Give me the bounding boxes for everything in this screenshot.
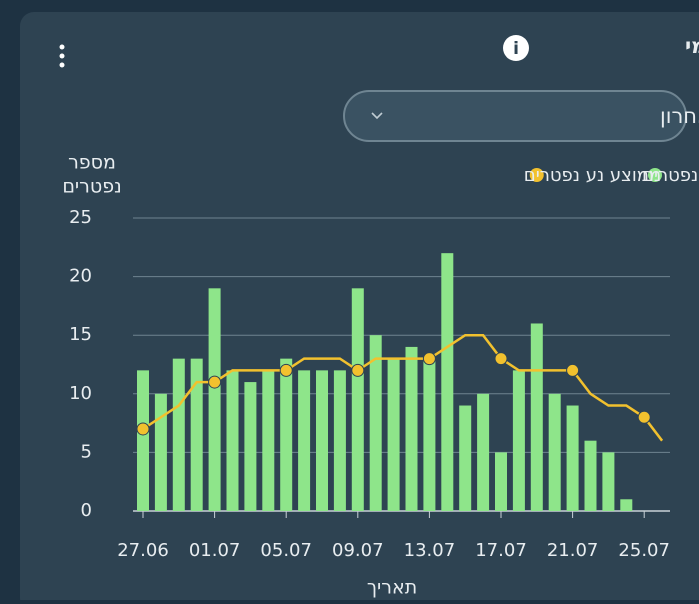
line-marker — [208, 375, 222, 389]
y-axis-label: מספר — [68, 152, 116, 174]
x-tick-label: 21.07 — [547, 540, 599, 561]
x-tick-label: 09.07 — [332, 540, 384, 561]
bar — [566, 405, 579, 511]
bar — [459, 405, 472, 511]
bar — [548, 393, 561, 511]
bar — [333, 370, 346, 511]
bar — [512, 370, 525, 511]
legend-swatch — [648, 168, 662, 182]
bar — [190, 358, 203, 511]
bar — [477, 393, 490, 511]
bar — [208, 288, 221, 511]
menu-icon[interactable] — [59, 44, 65, 68]
legend-swatch — [529, 168, 544, 182]
bar — [387, 358, 400, 511]
bar — [316, 370, 328, 511]
y-tick-label: 10 — [69, 383, 92, 404]
y-tick-label: 20 — [69, 266, 92, 287]
y-tick-label: 0 — [81, 500, 92, 521]
bar — [441, 253, 454, 511]
y-tick-label: 15 — [69, 324, 92, 345]
y-axis-label: נפטרים — [62, 176, 121, 198]
dropdown-value: חודש אחרון — [660, 104, 699, 128]
info-icon[interactable] — [503, 35, 529, 61]
bar — [262, 370, 275, 511]
info-glyph: i — [513, 39, 519, 59]
x-tick-label: 27.06 — [117, 540, 169, 561]
line-marker — [494, 352, 508, 366]
y-tick-label: 5 — [81, 441, 92, 462]
y-tick-label: 25 — [69, 207, 92, 228]
dropdown-arrow — [371, 112, 383, 120]
bar — [172, 358, 185, 511]
line-marker — [279, 363, 293, 377]
legend-label: ממוצע נע נפטרים — [524, 165, 661, 186]
x-tick-label: 01.07 — [189, 540, 241, 561]
bar — [137, 370, 149, 511]
bar — [351, 288, 364, 511]
legend-label: נפטרים — [642, 165, 698, 186]
x-tick-label: 05.07 — [260, 540, 312, 561]
bar — [602, 452, 615, 511]
x-axis-label: תאריך — [367, 577, 417, 599]
bar — [369, 335, 382, 511]
bar — [244, 382, 257, 511]
bar — [226, 370, 239, 511]
line-marker — [637, 410, 651, 424]
x-tick-label: 25.07 — [618, 540, 670, 561]
x-tick-label: 17.07 — [475, 540, 527, 561]
bar — [620, 499, 633, 511]
bar — [530, 323, 543, 511]
x-tick-label: 13.07 — [404, 540, 456, 561]
line-marker — [136, 422, 150, 436]
bar — [495, 452, 507, 511]
line-marker — [566, 363, 580, 377]
bar — [280, 358, 293, 511]
line-marker — [351, 363, 365, 377]
bar — [298, 370, 311, 511]
line-marker — [422, 352, 436, 366]
card-title: נפטרים - יומי — [685, 34, 699, 58]
dropdown[interactable] — [343, 90, 687, 142]
bar — [423, 358, 436, 511]
bar — [405, 346, 418, 511]
bar — [584, 440, 597, 511]
bar — [154, 393, 167, 511]
